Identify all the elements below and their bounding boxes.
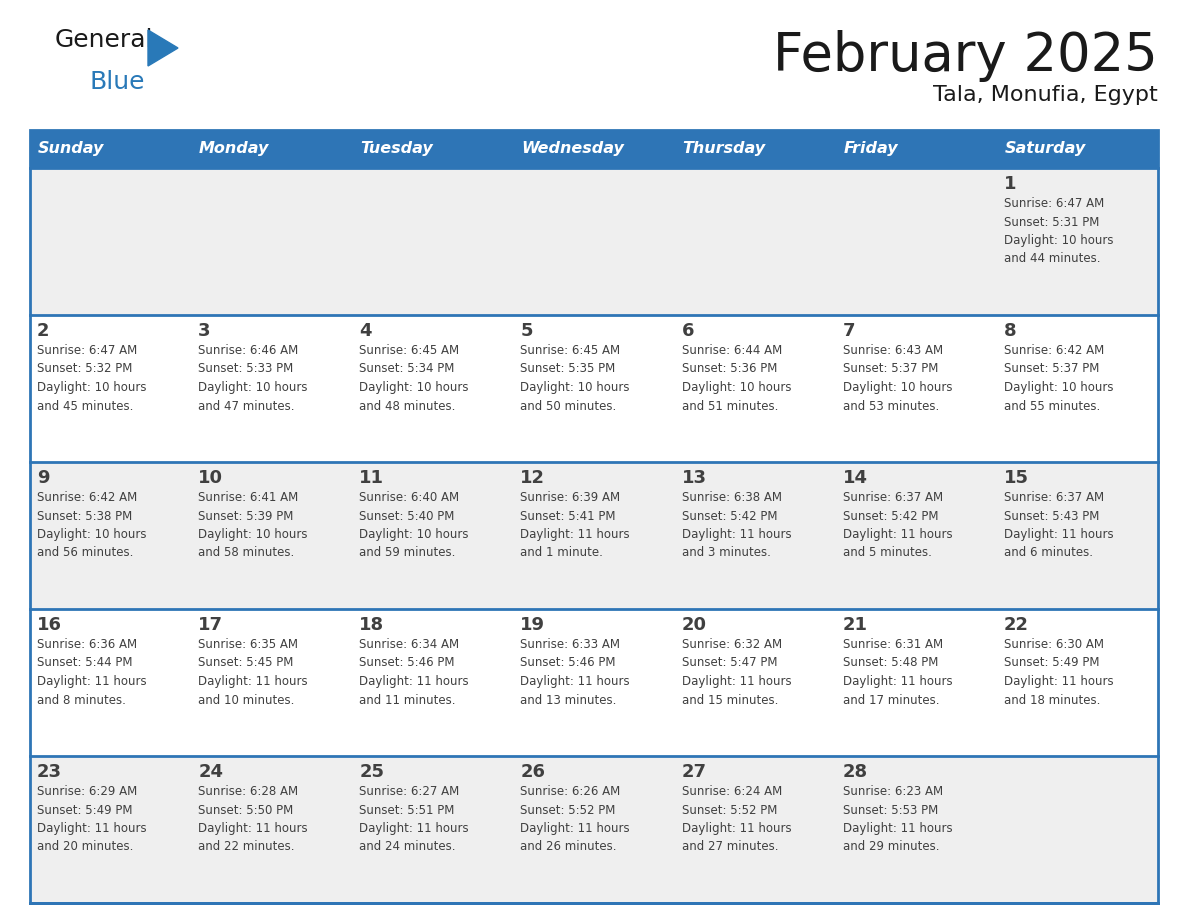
Text: Sunrise: 6:23 AM
Sunset: 5:53 PM
Daylight: 11 hours
and 29 minutes.: Sunrise: 6:23 AM Sunset: 5:53 PM Dayligh… — [842, 785, 953, 854]
Text: Sunrise: 6:47 AM
Sunset: 5:32 PM
Daylight: 10 hours
and 45 minutes.: Sunrise: 6:47 AM Sunset: 5:32 PM Dayligh… — [37, 344, 146, 412]
Text: 5: 5 — [520, 322, 533, 340]
Text: Sunrise: 6:24 AM
Sunset: 5:52 PM
Daylight: 11 hours
and 27 minutes.: Sunrise: 6:24 AM Sunset: 5:52 PM Dayligh… — [682, 785, 791, 854]
Text: General: General — [55, 28, 153, 52]
Text: Sunrise: 6:38 AM
Sunset: 5:42 PM
Daylight: 11 hours
and 3 minutes.: Sunrise: 6:38 AM Sunset: 5:42 PM Dayligh… — [682, 491, 791, 559]
Text: Friday: Friday — [843, 141, 898, 156]
Text: Sunrise: 6:41 AM
Sunset: 5:39 PM
Daylight: 10 hours
and 58 minutes.: Sunrise: 6:41 AM Sunset: 5:39 PM Dayligh… — [198, 491, 308, 559]
Text: Sunrise: 6:28 AM
Sunset: 5:50 PM
Daylight: 11 hours
and 22 minutes.: Sunrise: 6:28 AM Sunset: 5:50 PM Dayligh… — [198, 785, 308, 854]
Bar — [30, 609, 1158, 756]
Text: 4: 4 — [359, 322, 372, 340]
Text: 20: 20 — [682, 616, 707, 634]
Text: Sunday: Sunday — [38, 141, 105, 156]
Text: 25: 25 — [359, 763, 384, 781]
Text: 27: 27 — [682, 763, 707, 781]
Bar — [30, 130, 1158, 168]
Text: Sunrise: 6:45 AM
Sunset: 5:35 PM
Daylight: 10 hours
and 50 minutes.: Sunrise: 6:45 AM Sunset: 5:35 PM Dayligh… — [520, 344, 630, 412]
Text: February 2025: February 2025 — [773, 30, 1158, 82]
Text: Sunrise: 6:43 AM
Sunset: 5:37 PM
Daylight: 10 hours
and 53 minutes.: Sunrise: 6:43 AM Sunset: 5:37 PM Dayligh… — [842, 344, 953, 412]
Text: 21: 21 — [842, 616, 867, 634]
Text: 28: 28 — [842, 763, 868, 781]
Text: 8: 8 — [1004, 322, 1017, 340]
Text: Sunrise: 6:40 AM
Sunset: 5:40 PM
Daylight: 10 hours
and 59 minutes.: Sunrise: 6:40 AM Sunset: 5:40 PM Dayligh… — [359, 491, 469, 559]
Text: 3: 3 — [198, 322, 210, 340]
Text: Sunrise: 6:42 AM
Sunset: 5:37 PM
Daylight: 10 hours
and 55 minutes.: Sunrise: 6:42 AM Sunset: 5:37 PM Dayligh… — [1004, 344, 1113, 412]
Text: Monday: Monday — [200, 141, 270, 156]
Text: 19: 19 — [520, 616, 545, 634]
Text: 17: 17 — [198, 616, 223, 634]
Text: Sunrise: 6:39 AM
Sunset: 5:41 PM
Daylight: 11 hours
and 1 minute.: Sunrise: 6:39 AM Sunset: 5:41 PM Dayligh… — [520, 491, 630, 559]
Bar — [30, 315, 1158, 462]
Text: Tuesday: Tuesday — [360, 141, 434, 156]
Text: Saturday: Saturday — [1005, 141, 1086, 156]
Text: 13: 13 — [682, 469, 707, 487]
Text: Sunrise: 6:29 AM
Sunset: 5:49 PM
Daylight: 11 hours
and 20 minutes.: Sunrise: 6:29 AM Sunset: 5:49 PM Dayligh… — [37, 785, 146, 854]
Text: Sunrise: 6:31 AM
Sunset: 5:48 PM
Daylight: 11 hours
and 17 minutes.: Sunrise: 6:31 AM Sunset: 5:48 PM Dayligh… — [842, 638, 953, 707]
Text: Sunrise: 6:34 AM
Sunset: 5:46 PM
Daylight: 11 hours
and 11 minutes.: Sunrise: 6:34 AM Sunset: 5:46 PM Dayligh… — [359, 638, 469, 707]
Text: 11: 11 — [359, 469, 384, 487]
Text: Sunrise: 6:46 AM
Sunset: 5:33 PM
Daylight: 10 hours
and 47 minutes.: Sunrise: 6:46 AM Sunset: 5:33 PM Dayligh… — [198, 344, 308, 412]
Text: 15: 15 — [1004, 469, 1029, 487]
Text: Tala, Monufia, Egypt: Tala, Monufia, Egypt — [934, 85, 1158, 105]
Text: Sunrise: 6:33 AM
Sunset: 5:46 PM
Daylight: 11 hours
and 13 minutes.: Sunrise: 6:33 AM Sunset: 5:46 PM Dayligh… — [520, 638, 630, 707]
Text: 18: 18 — [359, 616, 385, 634]
Bar — [30, 130, 1158, 903]
Text: Sunrise: 6:44 AM
Sunset: 5:36 PM
Daylight: 10 hours
and 51 minutes.: Sunrise: 6:44 AM Sunset: 5:36 PM Dayligh… — [682, 344, 791, 412]
Text: 16: 16 — [37, 616, 62, 634]
Text: 1: 1 — [1004, 175, 1017, 193]
Text: 2: 2 — [37, 322, 50, 340]
Text: 14: 14 — [842, 469, 867, 487]
Text: Sunrise: 6:32 AM
Sunset: 5:47 PM
Daylight: 11 hours
and 15 minutes.: Sunrise: 6:32 AM Sunset: 5:47 PM Dayligh… — [682, 638, 791, 707]
Text: 22: 22 — [1004, 616, 1029, 634]
Text: Blue: Blue — [90, 70, 145, 94]
Text: 12: 12 — [520, 469, 545, 487]
Text: 7: 7 — [842, 322, 855, 340]
Text: 23: 23 — [37, 763, 62, 781]
Text: Sunrise: 6:35 AM
Sunset: 5:45 PM
Daylight: 11 hours
and 10 minutes.: Sunrise: 6:35 AM Sunset: 5:45 PM Dayligh… — [198, 638, 308, 707]
Text: Wednesday: Wednesday — [522, 141, 625, 156]
Text: Thursday: Thursday — [683, 141, 766, 156]
Text: 6: 6 — [682, 322, 694, 340]
Text: Sunrise: 6:37 AM
Sunset: 5:42 PM
Daylight: 11 hours
and 5 minutes.: Sunrise: 6:37 AM Sunset: 5:42 PM Dayligh… — [842, 491, 953, 559]
Bar — [30, 756, 1158, 903]
Text: Sunrise: 6:37 AM
Sunset: 5:43 PM
Daylight: 11 hours
and 6 minutes.: Sunrise: 6:37 AM Sunset: 5:43 PM Dayligh… — [1004, 491, 1113, 559]
Text: 9: 9 — [37, 469, 50, 487]
Text: Sunrise: 6:36 AM
Sunset: 5:44 PM
Daylight: 11 hours
and 8 minutes.: Sunrise: 6:36 AM Sunset: 5:44 PM Dayligh… — [37, 638, 146, 707]
Text: Sunrise: 6:26 AM
Sunset: 5:52 PM
Daylight: 11 hours
and 26 minutes.: Sunrise: 6:26 AM Sunset: 5:52 PM Dayligh… — [520, 785, 630, 854]
Text: Sunrise: 6:27 AM
Sunset: 5:51 PM
Daylight: 11 hours
and 24 minutes.: Sunrise: 6:27 AM Sunset: 5:51 PM Dayligh… — [359, 785, 469, 854]
Bar — [30, 168, 1158, 315]
Text: 26: 26 — [520, 763, 545, 781]
Text: 10: 10 — [198, 469, 223, 487]
Text: Sunrise: 6:42 AM
Sunset: 5:38 PM
Daylight: 10 hours
and 56 minutes.: Sunrise: 6:42 AM Sunset: 5:38 PM Dayligh… — [37, 491, 146, 559]
Bar — [30, 462, 1158, 609]
Text: Sunrise: 6:30 AM
Sunset: 5:49 PM
Daylight: 11 hours
and 18 minutes.: Sunrise: 6:30 AM Sunset: 5:49 PM Dayligh… — [1004, 638, 1113, 707]
Text: Sunrise: 6:47 AM
Sunset: 5:31 PM
Daylight: 10 hours
and 44 minutes.: Sunrise: 6:47 AM Sunset: 5:31 PM Dayligh… — [1004, 197, 1113, 265]
Text: Sunrise: 6:45 AM
Sunset: 5:34 PM
Daylight: 10 hours
and 48 minutes.: Sunrise: 6:45 AM Sunset: 5:34 PM Dayligh… — [359, 344, 469, 412]
Polygon shape — [148, 30, 178, 66]
Text: 24: 24 — [198, 763, 223, 781]
